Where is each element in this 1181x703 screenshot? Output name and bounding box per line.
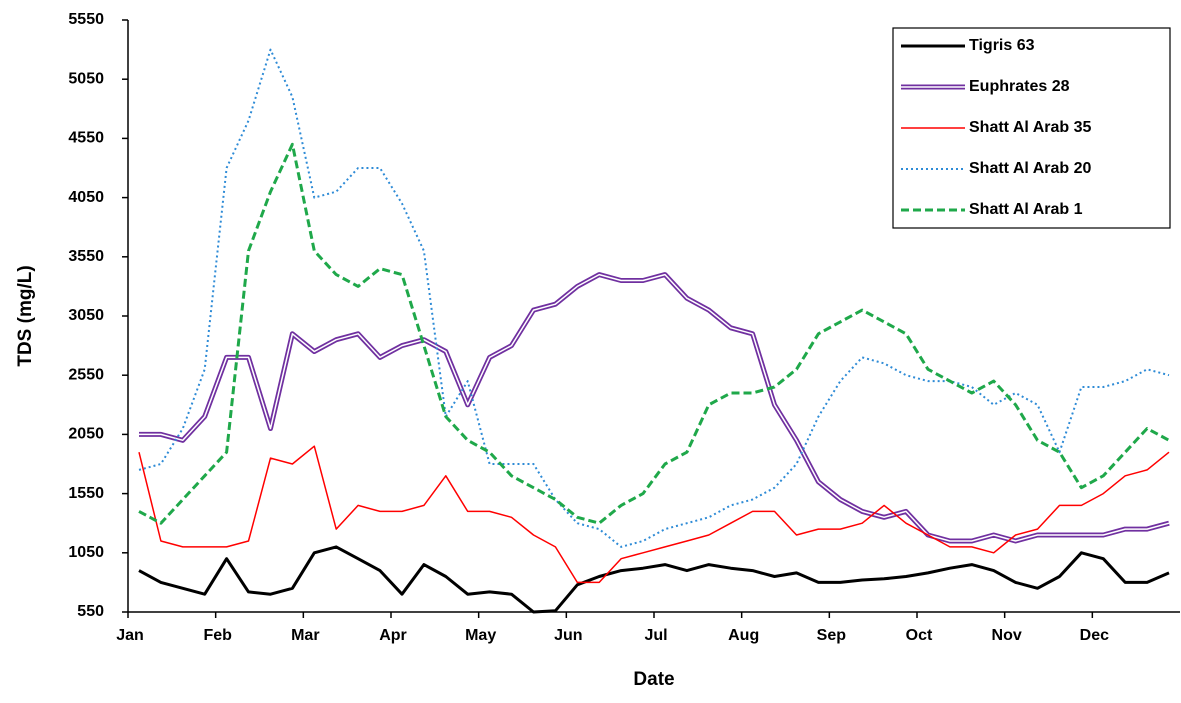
y-tick-label: 2550 <box>68 366 104 383</box>
y-tick-label: 1050 <box>68 544 104 561</box>
y-axis-title: TDS (mg/L) <box>15 265 36 366</box>
x-tick-label: Apr <box>379 627 407 644</box>
legend-label: Shatt Al Arab 35 <box>969 119 1092 136</box>
legend-label: Shatt Al Arab 20 <box>969 160 1092 177</box>
x-axis-title: Date <box>633 669 674 690</box>
y-tick-label: 2050 <box>68 426 104 443</box>
series-line-inner <box>139 273 1170 542</box>
series-line <box>138 445 1170 584</box>
series-line <box>139 272 1170 544</box>
y-tick-label: 5550 <box>68 11 104 28</box>
y-tick-label: 1550 <box>68 485 104 502</box>
x-tick-label: Mar <box>291 627 319 644</box>
x-tick-label: Jun <box>554 627 582 644</box>
legend-label: Shatt Al Arab 1 <box>969 201 1083 218</box>
legend-label: Tigris 63 <box>969 37 1035 54</box>
y-tick-label: 5050 <box>68 70 104 87</box>
x-tick-label: Feb <box>203 627 232 644</box>
x-tick-label: Jan <box>116 627 144 644</box>
x-tick-label: Sep <box>817 627 847 644</box>
x-tick-label: Dec <box>1080 627 1109 644</box>
series-line <box>138 48 1170 548</box>
x-tick-label: Nov <box>992 627 1022 644</box>
x-tick-label: Jul <box>644 627 667 644</box>
y-tick-label: 4050 <box>68 189 104 206</box>
y-tick-label: 3050 <box>68 307 104 324</box>
legend-label: Euphrates 28 <box>969 78 1070 95</box>
y-tick-label: 4550 <box>68 130 104 147</box>
x-tick-label: May <box>465 627 496 644</box>
x-tick-label: Oct <box>906 627 933 644</box>
x-tick-label: Aug <box>728 627 759 644</box>
series-line <box>138 142 1170 525</box>
y-tick-label: 550 <box>77 603 104 620</box>
y-tick-label: 3550 <box>68 248 104 265</box>
series-line <box>138 545 1170 614</box>
